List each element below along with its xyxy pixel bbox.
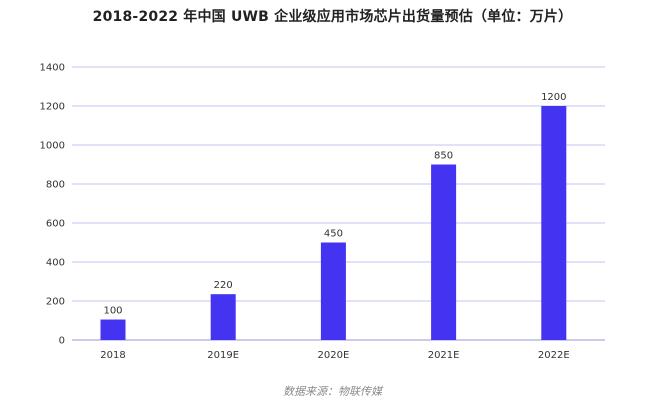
data-label: 850 <box>434 151 453 162</box>
y-axis: 0 200 400 600 800 1000 1200 1400 <box>40 63 65 347</box>
data-label: 450 <box>324 229 343 240</box>
bars <box>100 106 567 340</box>
y-tick-label: 800 <box>46 180 65 191</box>
bar <box>100 319 126 340</box>
y-tick-label: 200 <box>46 297 65 308</box>
x-tick-label: 2018 <box>100 350 125 361</box>
data-label: 1200 <box>541 92 566 103</box>
bar <box>541 106 567 340</box>
bar <box>210 294 236 340</box>
bar <box>431 164 457 340</box>
data-labels: 100 220 450 850 1200 <box>103 92 566 317</box>
chart-title: 2018-2022 年中国 UWB 企业级应用市场芯片出货量预估（单位：万片） <box>92 9 573 25</box>
data-label: 220 <box>214 280 233 291</box>
y-tick-label: 1400 <box>40 63 65 74</box>
bar <box>320 242 346 340</box>
y-tick-label: 1000 <box>40 141 65 152</box>
data-source-note: 数据来源：物联传媒 <box>283 385 382 398</box>
y-tick-label: 600 <box>46 219 65 230</box>
x-tick-label: 2019E <box>207 350 239 361</box>
x-tick-label: 2020E <box>318 350 350 361</box>
data-label: 100 <box>103 306 122 317</box>
x-tick-label: 2021E <box>428 350 460 361</box>
x-tick-label: 2022E <box>538 350 570 361</box>
y-tick-label: 0 <box>59 336 65 347</box>
y-tick-label: 1200 <box>40 102 65 113</box>
y-tick-label: 400 <box>46 258 65 269</box>
x-axis: 2018 2019E 2020E 2021E 2022E <box>100 350 569 361</box>
